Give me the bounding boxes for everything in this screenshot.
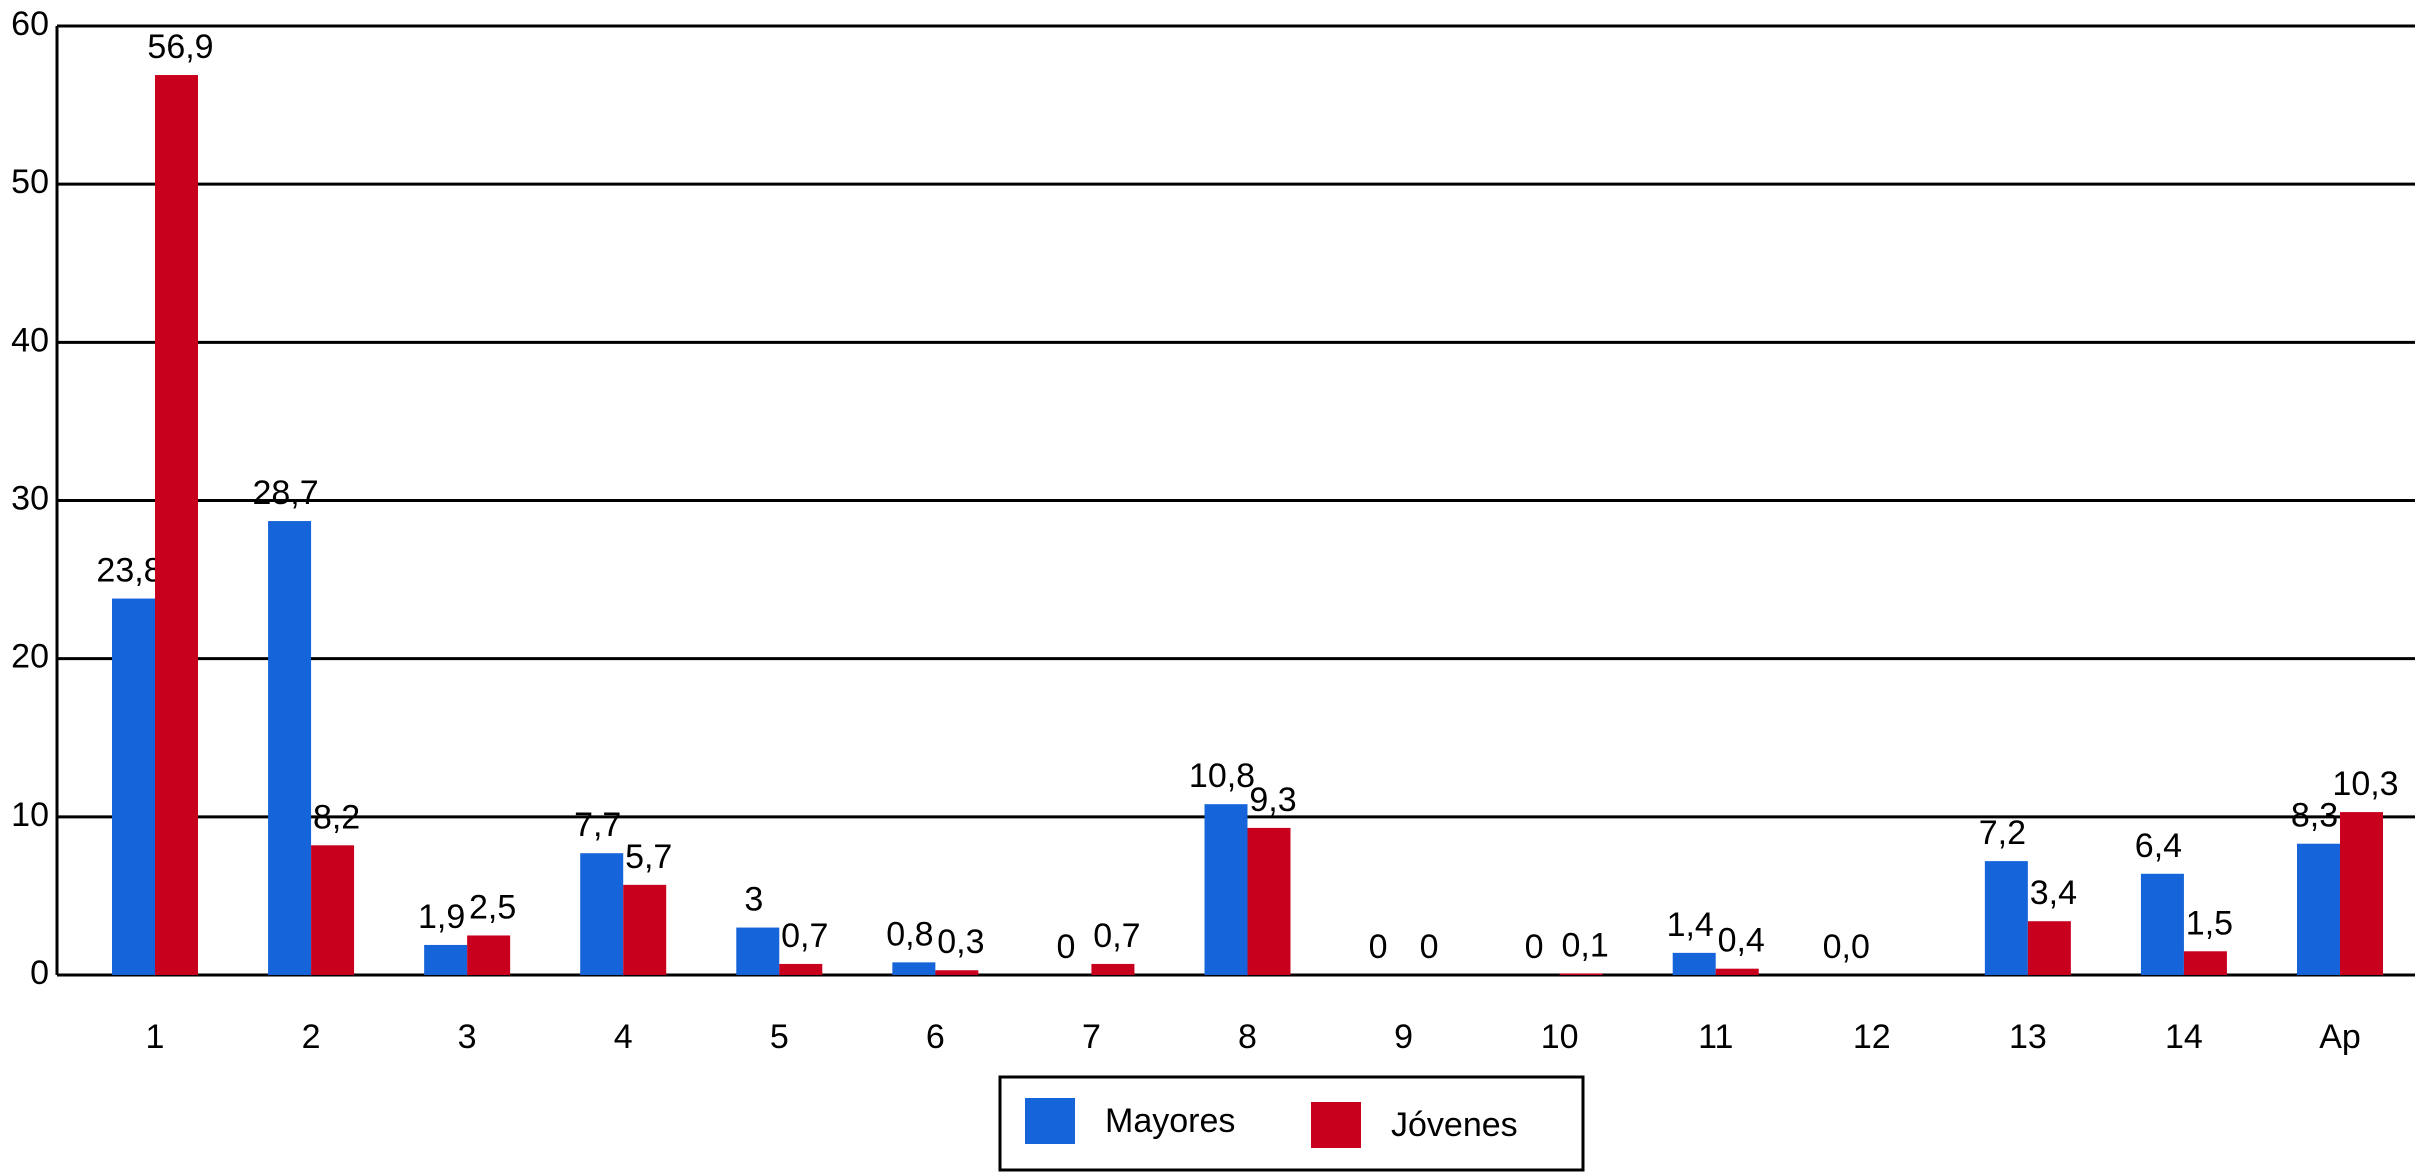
x-tick-label: 3 [458, 1018, 477, 1056]
x-tick-label: 2 [302, 1018, 321, 1056]
data-label: 23,8 [96, 552, 162, 590]
data-label: 0,4 [1718, 922, 1765, 960]
data-label: 0,3 [937, 923, 984, 961]
bar [268, 521, 312, 975]
legend-swatch [1311, 1102, 1361, 1148]
x-tick-label: 9 [1394, 1018, 1413, 1056]
bar [623, 884, 667, 975]
bar [1204, 804, 1248, 975]
x-tick-label: 14 [2165, 1018, 2203, 1056]
y-tick-label: 0 [30, 954, 49, 992]
bar [424, 944, 468, 975]
data-label: 9,3 [1249, 781, 1296, 819]
data-label: 0,8 [886, 915, 933, 953]
bar [467, 935, 511, 975]
bar [1559, 973, 1603, 975]
data-label: 56,9 [147, 28, 213, 66]
bar [1715, 968, 1759, 975]
y-tick-label: 20 [11, 638, 49, 676]
data-label: 10,3 [2332, 765, 2398, 803]
bar [1984, 861, 2028, 975]
bar [736, 927, 780, 975]
bar [892, 962, 936, 975]
data-label: 28,7 [252, 474, 318, 512]
data-label: 7,7 [574, 806, 621, 844]
bar [2297, 843, 2340, 975]
bar [2140, 873, 2184, 975]
data-label: 8,2 [313, 798, 360, 836]
y-tick-label: 40 [11, 321, 49, 359]
x-tick-label: 4 [614, 1018, 633, 1056]
data-label: 8,3 [2291, 797, 2338, 835]
bar [311, 845, 355, 975]
x-tick-label: 13 [2009, 1018, 2047, 1056]
y-tick-label: 60 [11, 5, 49, 43]
bar [1672, 952, 1716, 975]
data-label: 7,2 [1979, 814, 2026, 852]
bar [1247, 827, 1291, 975]
bar [580, 853, 624, 975]
legend-label: Mayores [1105, 1102, 1235, 1140]
data-label: 2,5 [469, 888, 516, 926]
data-label: 0 [1420, 928, 1439, 966]
legend-swatch [1025, 1098, 1075, 1144]
y-tick-label: 30 [11, 479, 49, 517]
bar [2340, 812, 2383, 975]
data-label: 1,5 [2186, 904, 2233, 942]
data-label: 3,4 [2030, 874, 2077, 912]
data-label: 0 [1369, 928, 1388, 966]
x-tick-label: 5 [770, 1018, 789, 1056]
x-tick-label: 10 [1541, 1018, 1579, 1056]
data-label: 0,0 [1823, 928, 1870, 966]
x-tick-label: Ap [2319, 1018, 2361, 1056]
x-tick-label: 8 [1238, 1018, 1257, 1056]
x-tick-label: 1 [146, 1018, 165, 1056]
x-tick-label: 12 [1853, 1018, 1891, 1056]
data-label: 0,1 [1562, 926, 1609, 964]
x-tick-label: 6 [926, 1018, 945, 1056]
data-label: 1,9 [418, 898, 465, 936]
bar [779, 963, 823, 975]
data-label: 1,4 [1667, 906, 1714, 944]
x-tick-label: 11 [1698, 1018, 1733, 1056]
legend-box [998, 1075, 1585, 1172]
bar [2183, 951, 2227, 975]
bar [935, 970, 979, 975]
x-tick-label: 7 [1082, 1018, 1101, 1056]
y-tick-label: 10 [11, 796, 49, 834]
data-label: 0,7 [781, 917, 828, 955]
data-label: 0 [1525, 928, 1544, 966]
bar [155, 75, 198, 975]
bar [2027, 921, 2071, 975]
data-label: 6,4 [2135, 827, 2182, 865]
data-label: 3 [744, 881, 763, 919]
y-tick-label: 50 [11, 163, 49, 201]
legend-label: Jóvenes [1391, 1106, 1518, 1144]
data-label: 5,7 [625, 838, 672, 876]
data-label: 10,8 [1189, 757, 1255, 795]
bar [112, 598, 155, 975]
bar [1091, 963, 1135, 975]
data-label: 0,7 [1093, 917, 1140, 955]
data-label: 0 [1056, 928, 1075, 966]
